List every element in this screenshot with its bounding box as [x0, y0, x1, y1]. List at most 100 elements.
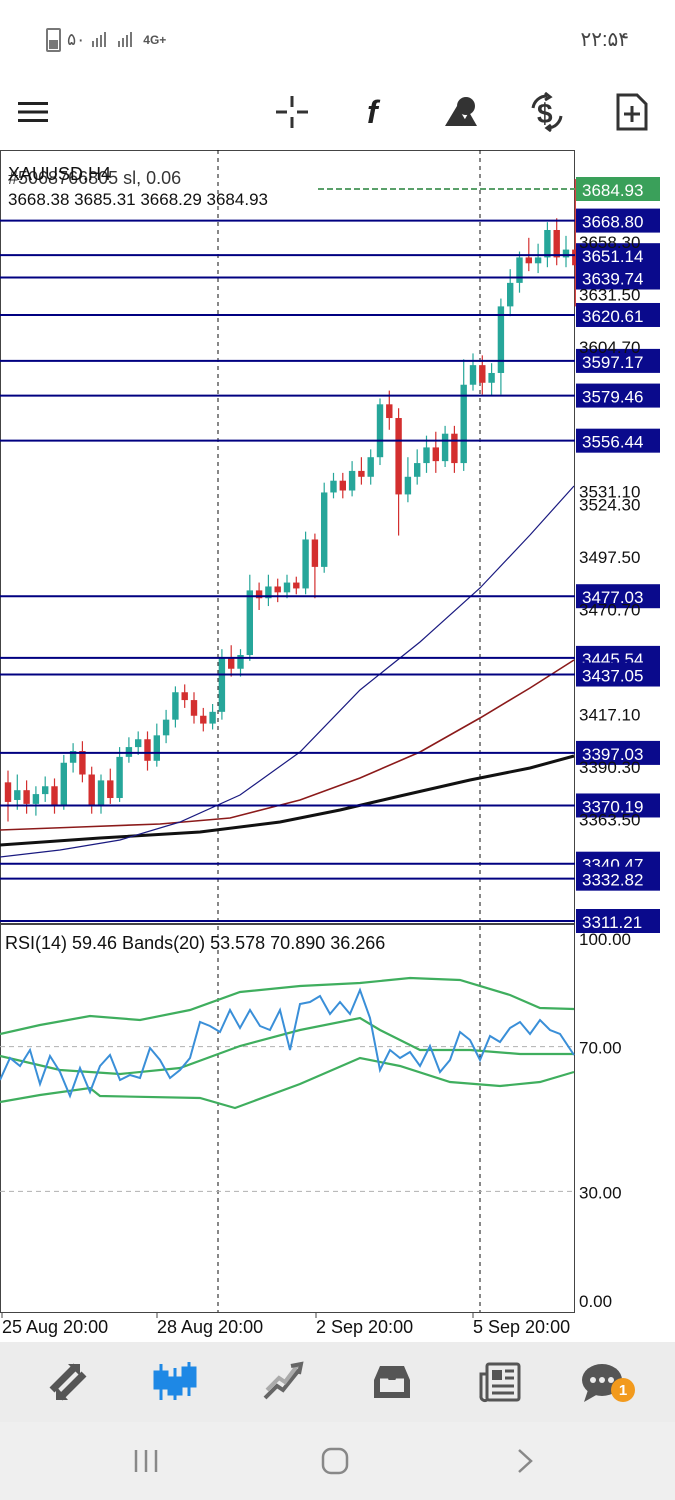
- rsi-tick-label: 70.00: [579, 1039, 622, 1058]
- status-left: ۵۰ 4G+: [46, 28, 166, 52]
- trade-dollar-icon: $: [531, 92, 563, 132]
- chart-area[interactable]: 3668.80 3651.14 3639.74 3620.61 3597.17 3579.…: [0, 150, 675, 1342]
- nav-messages[interactable]: 1: [567, 1354, 637, 1410]
- candle-body: [181, 692, 188, 701]
- nav-chart[interactable]: [145, 1354, 205, 1410]
- moving-average-fast: [0, 485, 575, 858]
- candle-body: [423, 447, 430, 464]
- rsi-panel-frame: [0, 924, 575, 1313]
- current-price-label-box: [576, 177, 660, 201]
- system-navigation: [0, 1422, 675, 1500]
- nav-news[interactable]: [470, 1354, 530, 1410]
- candle-body: [60, 762, 67, 806]
- time-axis-label: 2 Sep 20:00: [316, 1317, 413, 1337]
- nav-trade[interactable]: [253, 1354, 313, 1410]
- svg-text:f: f: [367, 94, 381, 130]
- price-level-label-box: [576, 740, 660, 765]
- price-level-label-box: [576, 265, 660, 290]
- candle-body: [228, 656, 235, 669]
- candle-body: [516, 257, 523, 283]
- new-document-icon: [616, 93, 648, 131]
- price-level-label-box: [576, 866, 660, 891]
- clock: ۲۲:۵۴: [580, 29, 629, 51]
- crosshair-icon: [276, 96, 308, 128]
- price-level-label-box: [576, 428, 660, 453]
- rsi-tick-label: 100.00: [579, 930, 631, 949]
- history-icon: [374, 1366, 410, 1398]
- price-tick-label: 3631.50: [579, 286, 640, 305]
- moving-average-slow: [0, 754, 575, 847]
- candle-body: [135, 739, 142, 748]
- current-price-label: 3684.93: [582, 181, 643, 200]
- candle-body: [144, 739, 151, 761]
- trade-icon: [263, 1361, 304, 1400]
- price-level-label-box: [576, 662, 660, 687]
- nav-quotes[interactable]: [38, 1354, 98, 1410]
- candle-body: [488, 372, 495, 383]
- nav-history[interactable]: [362, 1354, 422, 1410]
- price-level-label-box: [576, 348, 660, 373]
- candle-body: [311, 539, 319, 567]
- price-level-label-box: [576, 584, 660, 609]
- order-info: #5068766805 sl, 0.06: [8, 168, 181, 188]
- rsi-header: RSI(14) 59.46 Bands(20) 53.578 70.890 36…: [5, 933, 385, 953]
- home-button[interactable]: [305, 1440, 365, 1482]
- recent-apps-button[interactable]: [116, 1440, 176, 1482]
- menu-button[interactable]: [6, 85, 60, 139]
- price-level-label: 3579.46: [582, 388, 643, 407]
- news-icon: [479, 1362, 521, 1403]
- candle-body: [553, 229, 560, 258]
- candle-body: [441, 433, 449, 462]
- candle-body: [42, 786, 49, 795]
- time-axis-label: 28 Aug 20:00: [157, 1317, 263, 1337]
- new-order-button[interactable]: [605, 85, 659, 139]
- menu-icon: [18, 102, 48, 122]
- price-chart[interactable]: 3668.80 3651.14 3639.74 3620.61 3597.17 3579.…: [0, 150, 675, 1342]
- candle-body: [246, 590, 253, 656]
- battery-level: ۵۰: [67, 30, 86, 49]
- candle-body: [414, 463, 421, 477]
- candle-body: [507, 282, 514, 307]
- price-level-label: 3556.44: [582, 433, 643, 452]
- candle-body: [4, 782, 12, 802]
- candle-body: [302, 539, 309, 589]
- price-tick-label: 3470.70: [579, 601, 640, 620]
- candle-body: [348, 470, 356, 491]
- bottom-navigation: 1: [0, 1342, 675, 1422]
- trade-button[interactable]: $: [520, 85, 574, 139]
- recent-apps-icon: [134, 1450, 158, 1472]
- candle-body: [190, 700, 198, 716]
- candle-body: [376, 404, 384, 458]
- home-icon: [321, 1447, 349, 1475]
- candle-body: [51, 786, 58, 806]
- price-tick-label: 3497.50: [579, 548, 640, 567]
- rsi-tick-label: 0.00: [579, 1292, 612, 1311]
- signal-icon: [92, 32, 107, 47]
- price-tick-label: 3604.70: [579, 338, 640, 357]
- price-tick-label: 3390.30: [579, 758, 640, 777]
- candle-body: [339, 480, 346, 491]
- back-button[interactable]: [494, 1440, 554, 1482]
- indicators-button[interactable]: f: [349, 85, 403, 139]
- chart-symbol: XAUUSD,H4: [8, 164, 111, 184]
- objects-button[interactable]: [434, 85, 488, 139]
- price-level-label: 3597.17: [582, 353, 643, 372]
- candle-body: [469, 365, 477, 385]
- chart-icon: [153, 1362, 197, 1400]
- price-level-label: 3311.21: [582, 913, 642, 932]
- time-axis-label: 25 Aug 20:00: [2, 1317, 108, 1337]
- price-level-label: 3477.03: [582, 588, 643, 607]
- candle-body: [386, 404, 393, 419]
- candle-body: [153, 735, 160, 761]
- candle-body: [23, 790, 30, 804]
- candle-body: [358, 470, 365, 477]
- price-level-label-box: [576, 793, 660, 818]
- candle-body: [200, 715, 207, 724]
- candle-body: [432, 447, 439, 462]
- candle-body: [209, 711, 216, 724]
- price-level-label: 3437.05: [582, 667, 643, 686]
- candle-body: [395, 418, 402, 495]
- price-level-label-box: [576, 909, 660, 933]
- crosshair-button[interactable]: [265, 85, 319, 139]
- messages-badge: 1: [611, 1378, 635, 1402]
